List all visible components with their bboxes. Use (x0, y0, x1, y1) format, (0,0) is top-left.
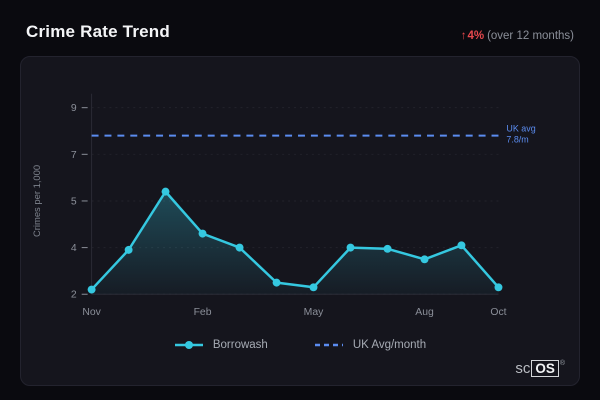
trend-period: (over 12 months) (487, 30, 574, 42)
logo-box: OS (531, 359, 559, 377)
svg-text:4: 4 (71, 243, 77, 254)
chart-legend: Borrowash UK Avg/month (21, 339, 579, 351)
svg-text:Crimes per 1,000: Crimes per 1,000 (31, 165, 42, 237)
crime-trend-chart: 9 7 5 4 2 Nov Feb May Aug Oct Crimes per 1,000 UK a… (31, 93, 536, 318)
logo-prefix: sc (515, 359, 531, 377)
legend-item-borrowash[interactable]: Borrowash (174, 339, 268, 351)
chart-card: 9 7 5 4 2 Nov Feb May Aug Oct Crimes per 1,000 UK a… (20, 56, 580, 386)
svg-text:Feb: Feb (194, 307, 212, 318)
svg-text:May: May (304, 307, 324, 318)
trend-up-icon: ↑ (460, 30, 467, 42)
scos-logo: sc OS ® (515, 359, 565, 377)
trend-indicator: ↑4% (over 12 months) (461, 30, 574, 42)
borrowash-legend-marker (174, 341, 203, 349)
svg-text:Oct: Oct (490, 307, 506, 318)
svg-text:7: 7 (71, 150, 77, 161)
svg-text:Aug: Aug (415, 307, 434, 318)
legend-label-uk-avg: UK Avg/month (352, 339, 427, 351)
legend-label-borrowash: Borrowash (212, 339, 268, 351)
page-header: Crime Rate Trend ↑4% (over 12 months) (0, 0, 600, 56)
page-title: Crime Rate Trend (26, 22, 170, 41)
trend-value: 4% (467, 30, 485, 42)
legend-item-uk-avg[interactable]: UK Avg/month (314, 339, 426, 351)
svg-text:2: 2 (71, 290, 77, 301)
uk-avg-legend-marker (314, 343, 343, 347)
svg-text:5: 5 (71, 196, 77, 207)
svg-text:9: 9 (71, 103, 77, 114)
svg-text:Nov: Nov (82, 307, 101, 318)
registered-mark: ® (559, 359, 565, 367)
